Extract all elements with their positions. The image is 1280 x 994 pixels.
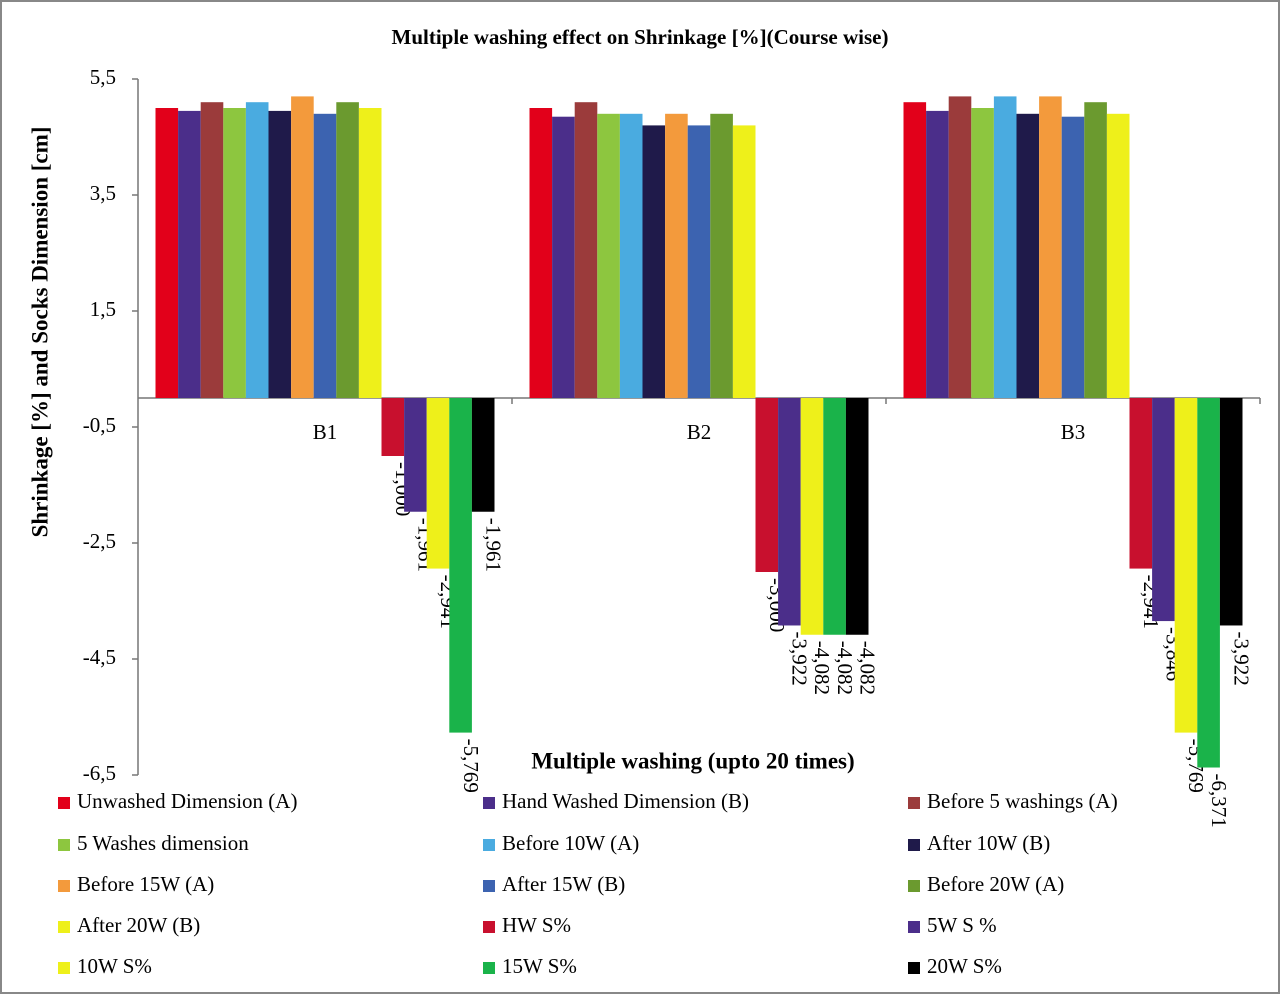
bar	[993, 96, 1017, 399]
legend-swatch	[908, 880, 920, 892]
legend-swatch	[483, 839, 495, 851]
bar	[642, 125, 666, 399]
bar	[245, 102, 269, 398]
y-tick-label: -6,5	[83, 761, 116, 785]
bar	[1061, 116, 1085, 398]
bar	[313, 113, 337, 399]
legend-swatch	[58, 921, 70, 933]
legend-swatch	[483, 921, 495, 933]
data-label: -4,082	[810, 641, 834, 695]
bar	[552, 116, 575, 398]
bar	[426, 398, 450, 569]
bar	[1084, 102, 1107, 398]
legend-swatch	[483, 797, 495, 809]
bar	[1174, 398, 1198, 733]
bar	[948, 96, 972, 399]
x-tick-label: B1	[313, 420, 338, 444]
bar	[529, 108, 553, 398]
bar	[903, 102, 927, 398]
legend-label: After 15W (B)	[502, 872, 625, 896]
bar	[1039, 96, 1062, 399]
legend-label: 20W S%	[927, 954, 1002, 978]
y-tick-label: -0,5	[83, 413, 116, 437]
legend-label: Before 20W (A)	[927, 872, 1064, 896]
legend-swatch	[483, 962, 495, 974]
bar	[1197, 398, 1220, 768]
bar	[336, 102, 359, 398]
y-tick-label: -2,5	[83, 529, 116, 553]
legend-label: Before 5 washings (A)	[927, 789, 1118, 813]
bar	[710, 113, 733, 399]
legend-label: 5 Washes dimension	[77, 831, 249, 855]
bar	[597, 113, 620, 399]
legend-label: Before 10W (A)	[502, 831, 639, 855]
legend-swatch	[58, 962, 70, 974]
y-tick-label: 1,5	[90, 297, 116, 321]
legend-label: HW S%	[502, 913, 571, 937]
data-label: -3,922	[1229, 631, 1253, 685]
legend-swatch	[58, 880, 70, 892]
bar	[381, 398, 405, 456]
bar	[971, 108, 994, 398]
bar	[732, 125, 756, 399]
bar	[200, 102, 224, 398]
bar	[1106, 113, 1130, 399]
y-tick-label: -4,5	[83, 645, 116, 669]
bar	[268, 110, 292, 399]
y-tick-label: 3,5	[90, 181, 116, 205]
legend-swatch	[58, 839, 70, 851]
x-tick-label: B3	[1061, 420, 1086, 444]
legend-label: After 10W (B)	[927, 831, 1050, 855]
bar	[800, 398, 824, 635]
legend-swatch	[908, 962, 920, 974]
bar	[404, 398, 427, 512]
bar	[291, 96, 314, 399]
data-label: -1,961	[481, 518, 505, 572]
data-label: -6,371	[1207, 774, 1231, 828]
y-axis-label: Shrinkage [%] and Socks Dimension [cm]	[27, 127, 52, 538]
bar	[823, 398, 846, 635]
bar	[1152, 398, 1175, 622]
data-label: -4,082	[833, 641, 857, 695]
legend-swatch	[58, 797, 70, 809]
x-tick-label: B2	[687, 420, 712, 444]
bar	[845, 398, 869, 635]
legend-label: Hand Washed Dimension (B)	[502, 789, 749, 813]
data-label: -4,082	[855, 641, 879, 695]
bar	[1219, 398, 1243, 626]
legend-label: Unwashed Dimension (A)	[77, 789, 297, 813]
chart-title: Multiple washing effect on Shrinkage [%]…	[392, 25, 889, 49]
bar	[619, 113, 643, 399]
legend-label: 5W S %	[927, 913, 997, 937]
data-label: -3,922	[788, 631, 812, 685]
bar	[926, 110, 949, 399]
legend-swatch	[483, 880, 495, 892]
legend-label: Before 15W (A)	[77, 872, 214, 896]
bar	[574, 102, 598, 398]
legend-swatch	[908, 797, 920, 809]
bar	[665, 113, 688, 399]
legend-label: After 20W (B)	[77, 913, 200, 937]
y-tick-label: 5,5	[90, 65, 116, 89]
bar	[223, 108, 246, 398]
bar	[471, 398, 495, 512]
bar	[358, 108, 382, 398]
bar	[778, 398, 801, 626]
bar	[449, 398, 472, 733]
bar	[1129, 398, 1153, 569]
bar	[755, 398, 779, 572]
legend-label: 15W S%	[502, 954, 577, 978]
bar	[687, 125, 711, 399]
bar	[178, 110, 201, 399]
data-label: -5,769	[459, 739, 483, 793]
legend-label: 10W S%	[77, 954, 152, 978]
x-axis-label: Multiple washing (upto 20 times)	[531, 748, 854, 773]
bar	[155, 108, 179, 398]
legend-swatch	[908, 921, 920, 933]
legend-swatch	[908, 839, 920, 851]
bar	[1016, 113, 1040, 399]
